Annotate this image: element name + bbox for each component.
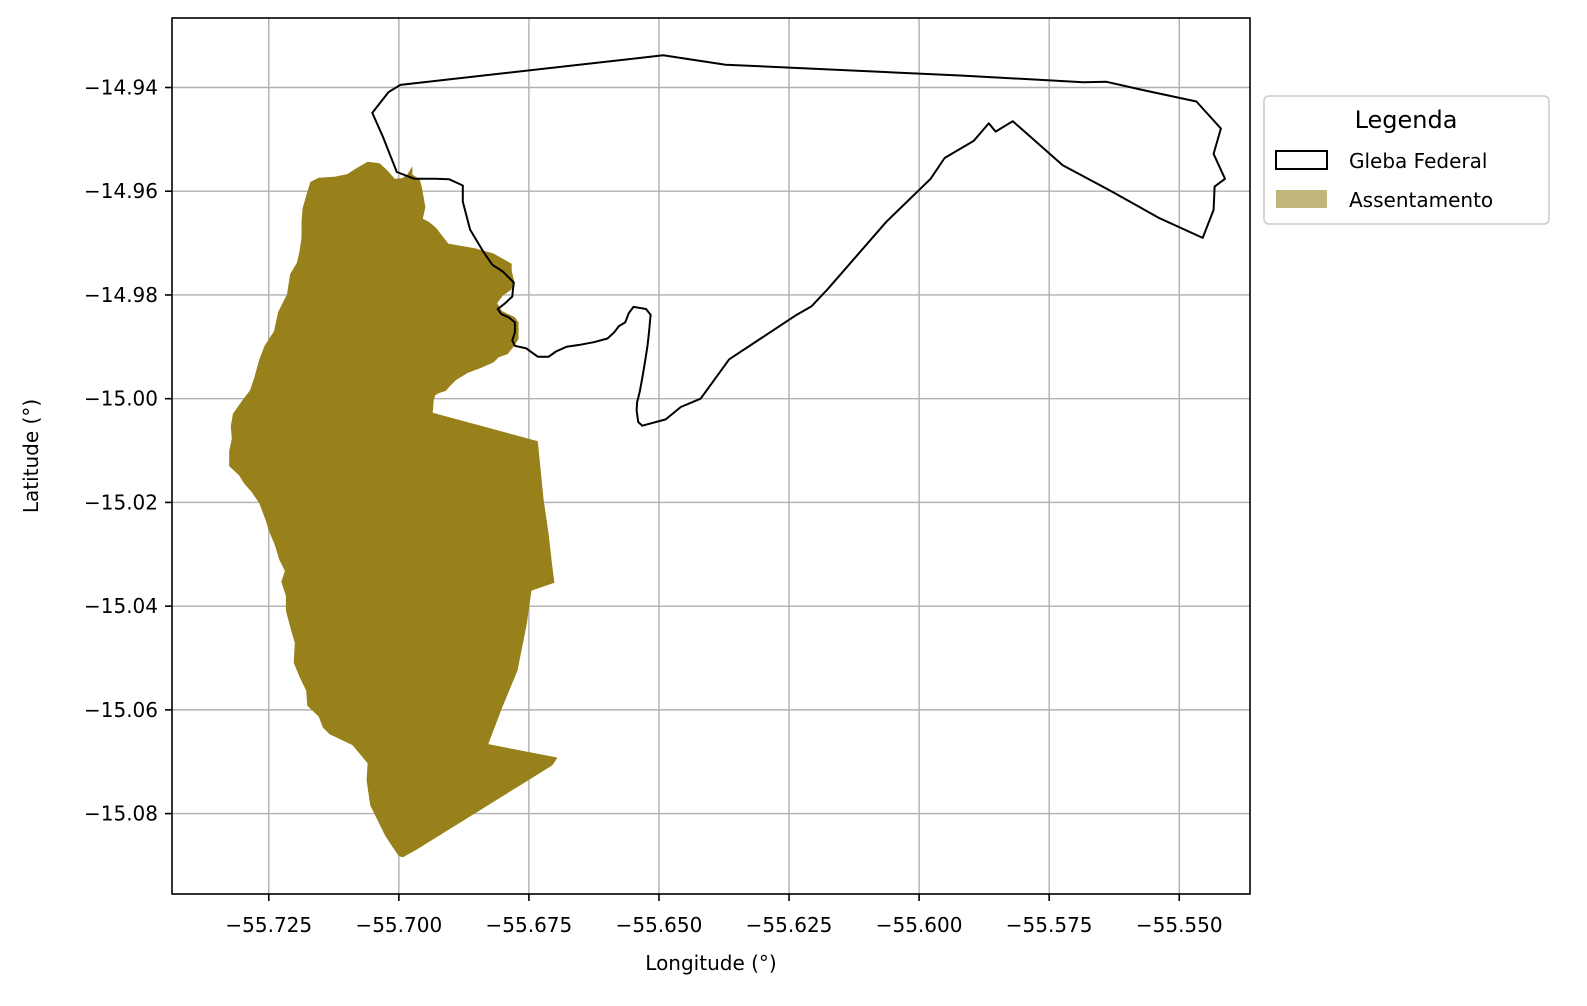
x-axis-ticks: −55.725 −55.700 −55.675 −55.650 −55.625 −55.6…: [225, 894, 1223, 937]
y-tick-label: −15.08: [84, 802, 158, 826]
y-tick-label: −14.96: [84, 179, 158, 203]
y-tick-label: −14.98: [84, 283, 158, 307]
y-tick-label: −15.04: [84, 594, 158, 618]
y-tick-label: −14.94: [84, 75, 158, 99]
legend-swatch-gleba-federal: [1275, 150, 1328, 170]
x-tick-label: −55.700: [355, 913, 442, 937]
map-layers: [229, 54, 1226, 858]
x-tick-label: −55.675: [486, 913, 573, 937]
y-tick-label: −15.02: [84, 490, 158, 514]
legend: Legenda Gleba Federal Assentamento: [1263, 95, 1550, 225]
x-tick-label: −55.625: [746, 913, 833, 937]
legend-box: [1263, 95, 1550, 225]
axes-frame: [171, 17, 1251, 895]
x-tick-label: −55.650: [616, 913, 703, 937]
x-tick-label: −55.575: [1006, 913, 1093, 937]
legend-label-assentamento: Assentamento: [1349, 188, 1493, 212]
layer-gleba-federal: [371, 54, 1226, 427]
x-tick-label: −55.550: [1136, 913, 1223, 937]
x-tick-label: −55.725: [225, 913, 312, 937]
y-tick-label: −15.00: [84, 387, 158, 411]
x-tick-label: −55.600: [876, 913, 963, 937]
legend-swatch-assentamento: [1276, 190, 1327, 208]
layer-assentamento: [229, 161, 558, 858]
x-axis-label: Longitude (°): [645, 951, 776, 975]
y-tick-label: −15.06: [84, 698, 158, 722]
y-axis-label: Latitude (°): [19, 399, 43, 513]
legend-title: Legenda: [1355, 106, 1458, 134]
legend-label-gleba-federal: Gleba Federal: [1349, 149, 1487, 173]
y-axis-ticks: −14.94 −14.96 −14.98 −15.00 −15.02 −15.04 −15.…: [84, 75, 172, 826]
